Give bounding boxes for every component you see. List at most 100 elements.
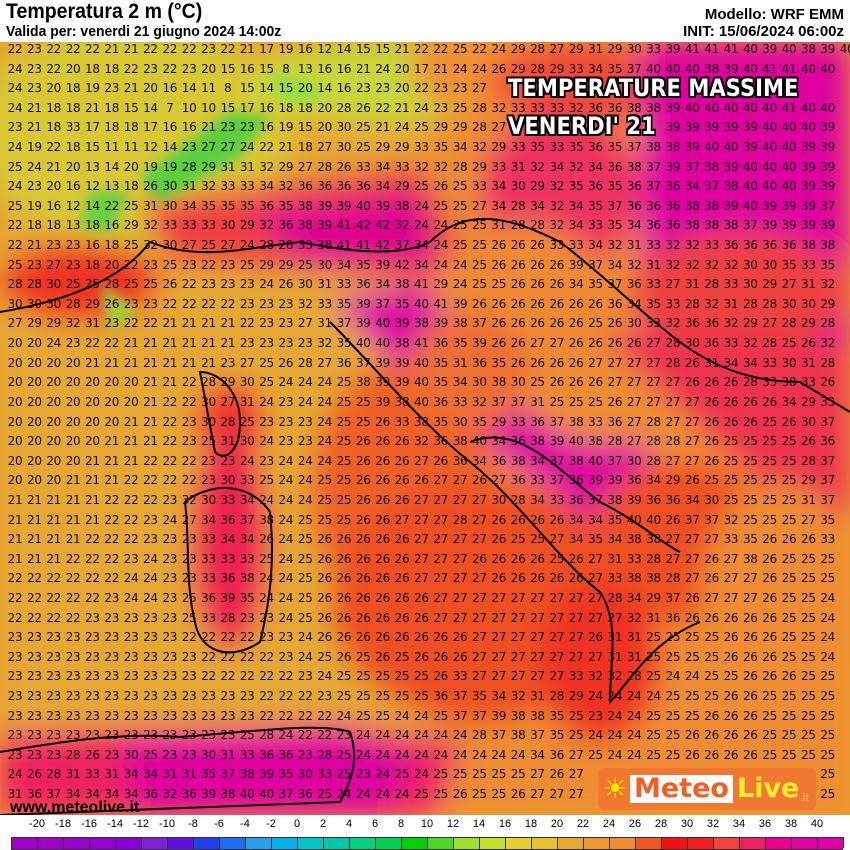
legend-label: 26 [628, 818, 642, 830]
temperature-value: 21 [104, 42, 120, 56]
temperature-value: 25 [433, 767, 449, 782]
temperature-value: 28 [665, 355, 681, 370]
temperature-value: 30 [201, 492, 216, 507]
temperature-value: 25 [472, 787, 487, 801]
temperature-value: 39 [684, 120, 700, 135]
temperature-value: 22 [65, 571, 81, 586]
temperature-value: 32 [181, 492, 197, 507]
temperature-value: 24 [452, 257, 468, 272]
temperature-value: 23 [220, 708, 236, 723]
temperature-value: 23 [278, 316, 294, 331]
temperature-value: 30 [742, 277, 758, 292]
temperature-value: 38 [588, 434, 603, 449]
temperature-value: 26 [684, 375, 700, 390]
temperature-value: 22 [375, 100, 390, 115]
temperature-value: 22 [278, 669, 294, 684]
temperature-value: 24 [510, 747, 526, 762]
temperature-value: 26 [781, 669, 797, 684]
temperature-value: 22 [162, 434, 178, 449]
temperature-value: 24 [452, 61, 468, 76]
temperature-value: 26 [568, 316, 584, 331]
temperature-value: 34 [549, 159, 565, 174]
temperature-value: 13 [85, 159, 100, 174]
temperature-value: 23 [143, 296, 158, 311]
temperature-value: 39 [801, 159, 816, 174]
temperature-value: 27 [549, 630, 565, 645]
temperature-value: 22 [7, 238, 23, 253]
temperature-value: 23 [7, 120, 23, 135]
temperature-value: 37 [626, 140, 642, 155]
legend-color-box [245, 837, 271, 850]
temperature-value: 32 [143, 238, 158, 253]
temperature-value: 39 [704, 120, 719, 135]
temperature-value: 26 [762, 610, 777, 625]
temperature-value: 26 [452, 649, 468, 664]
temperature-value: 25 [684, 649, 700, 664]
temperature-value: 38 [665, 140, 681, 155]
temperature-value: 31 [588, 42, 603, 56]
temperature-value: 37 [820, 492, 836, 507]
temperature-value: 7 [166, 100, 174, 115]
legend-label: 18 [524, 818, 538, 830]
temperature-value: 34 [239, 492, 255, 507]
temperature-value: 32 [317, 336, 332, 351]
temperature-value: 20 [104, 414, 120, 429]
temperature-value: 25 [801, 688, 816, 703]
temperature-value: 36 [646, 492, 661, 507]
temperature-value: 34 [607, 532, 623, 547]
temperature-value: 28 [510, 218, 526, 233]
temperature-value: 17 [143, 120, 158, 135]
temperature-value: 26 [530, 316, 545, 331]
temperature-value: 20 [46, 414, 62, 429]
temperature-value: 25 [336, 453, 352, 468]
temperature-value: 25 [259, 551, 274, 566]
temperature-value: 22 [46, 140, 62, 155]
temperature-value: 25 [317, 787, 332, 801]
temperature-value: 18 [85, 61, 100, 76]
temperature-value: 25 [801, 610, 816, 625]
temperature-value: 40 [568, 434, 584, 449]
temperature-value: 29 [123, 218, 139, 233]
temperature-value: 22 [162, 61, 178, 76]
temperature-value: 22 [201, 630, 216, 645]
temperature-value: 23 [104, 688, 120, 703]
temperature-value: 27 [665, 375, 681, 390]
temperature-value: 23 [239, 120, 255, 135]
temperature-value: 32 [742, 336, 758, 351]
temperature-value: 23 [143, 61, 158, 76]
temperature-value: 27 [568, 767, 584, 782]
temperature-value: 30 [162, 238, 178, 253]
temperature-value: 24 [27, 159, 42, 174]
temperature-value: 26 [742, 649, 758, 664]
temperature-value: 27 [472, 630, 487, 645]
temperature-value: 21 [27, 551, 42, 566]
temperature-value: 19 [27, 198, 42, 213]
temperature-value: 40 [762, 179, 777, 194]
temperature-value: 36 [781, 238, 797, 253]
legend-label: 38 [784, 818, 798, 830]
temperature-value: 39 [820, 159, 836, 174]
temperature-value: 32 [65, 316, 81, 331]
temperature-value: 20 [85, 375, 100, 390]
temperature-value: 27 [452, 492, 468, 507]
temperature-value: 23 [181, 669, 197, 684]
temperature-value: 23 [162, 610, 178, 625]
temperature-value: 36 [607, 100, 623, 115]
temperature-value: 25 [336, 688, 352, 703]
temperature-value: 29 [278, 159, 294, 174]
temperature-value: 15 [239, 81, 255, 96]
temperature-value: 34 [414, 238, 429, 253]
temperature-value: 23 [104, 316, 120, 331]
temperature-value: 34 [259, 179, 274, 194]
temperature-value: 26 [704, 747, 719, 762]
temperature-value: 26 [530, 238, 545, 253]
temperature-value: 20 [46, 81, 62, 96]
temperature-value: 27 [684, 571, 700, 586]
temperature-value: 28 [259, 238, 274, 253]
temperature-value: 25 [665, 630, 681, 645]
temperature-value: 23 [201, 708, 216, 723]
temperature-value: 26 [394, 492, 410, 507]
temperature-value: 24 [123, 571, 139, 586]
temperature-value: 28 [510, 492, 526, 507]
temperature-value: 32 [297, 296, 313, 311]
